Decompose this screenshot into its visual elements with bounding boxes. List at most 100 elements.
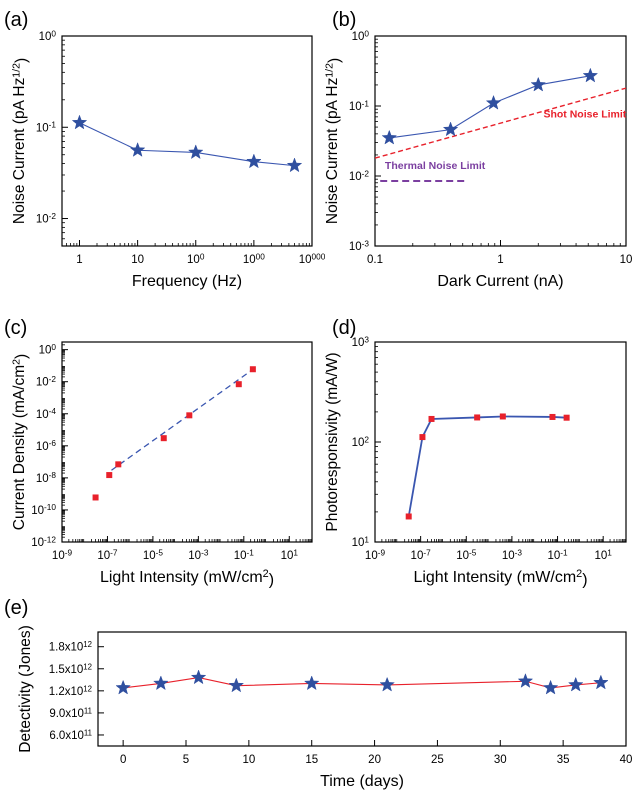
data-point-star bbox=[303, 675, 320, 691]
data-point-star bbox=[228, 677, 245, 693]
chart-panel-2: (b) 0.1 1 10 10-3 10-2 10-1 100 Dark Current (nA… bbox=[323, 9, 632, 290]
plot-frame bbox=[61, 341, 313, 543]
panel-label: (a) bbox=[4, 9, 28, 31]
data-point-star bbox=[582, 67, 599, 83]
plot-frame bbox=[97, 631, 627, 747]
y-tick-label: 1.2x1012 bbox=[49, 684, 92, 698]
y-tick-label: 10-3 bbox=[349, 239, 370, 253]
y-axis-label: Detectivity (Jones) bbox=[17, 625, 34, 752]
y-tick-label: 100 bbox=[39, 29, 57, 43]
x-tick-label: 25 bbox=[431, 754, 444, 766]
data-point-star bbox=[542, 679, 559, 695]
y-tick-label: 103 bbox=[352, 335, 370, 349]
x-tick-label: 35 bbox=[557, 754, 570, 766]
data-point-star bbox=[190, 669, 207, 685]
y-tick-label: 1.8x1012 bbox=[49, 640, 92, 654]
data-point-square bbox=[249, 366, 256, 373]
data-point-star bbox=[517, 673, 534, 688]
data-point-star bbox=[530, 76, 547, 92]
y-tick-label: 10-6 bbox=[36, 439, 57, 453]
x-tick-label: 10-7 bbox=[411, 548, 432, 562]
x-tick-label: 10-1 bbox=[547, 548, 568, 562]
shot-noise-line bbox=[375, 87, 626, 159]
y-tick-label: 10-10 bbox=[31, 503, 56, 517]
series-line bbox=[407, 415, 567, 517]
chart-panel-5: (e) 0 5 10 15 20 25 30 35 40 6.0x1011 9.0x1011 1.2x1… bbox=[4, 597, 632, 790]
y-tick-label: 101 bbox=[352, 535, 370, 549]
x-tick-label: 0 bbox=[120, 754, 126, 766]
data-point-square bbox=[92, 494, 99, 501]
x-axis-label: Frequency (Hz) bbox=[132, 273, 242, 290]
x-tick-label: 10-5 bbox=[456, 548, 477, 562]
data-point-square bbox=[115, 461, 122, 468]
data-point-square bbox=[499, 413, 506, 420]
x-axis-label: Light Intensity (mW/cm2) bbox=[100, 568, 274, 588]
x-tick-label: 20 bbox=[368, 754, 381, 766]
x-tick-label: 10-3 bbox=[188, 548, 209, 562]
data-point-star bbox=[129, 142, 146, 157]
data-point-square bbox=[549, 413, 556, 420]
plot-frame bbox=[374, 35, 627, 247]
data-point-square bbox=[563, 414, 570, 421]
panel-label: (c) bbox=[4, 317, 27, 339]
y-tick-label: 10-1 bbox=[36, 121, 57, 135]
series-line bbox=[123, 677, 601, 689]
y-tick-label: 1.5x1012 bbox=[49, 662, 92, 676]
data-point-star bbox=[593, 674, 609, 690]
data-point-square bbox=[160, 435, 167, 442]
x-axis-label: Time (days) bbox=[320, 773, 404, 790]
x-tick-label: 40 bbox=[620, 754, 633, 766]
x-tick-label: 100 bbox=[187, 252, 205, 266]
x-tick-label: 5 bbox=[183, 754, 189, 766]
chart-panel-4: (d) 10-9 10-7 10-5 10-3 10-1 101 101 102 103 Light… bbox=[324, 317, 627, 588]
data-point-star bbox=[71, 114, 88, 130]
data-point-star bbox=[286, 157, 303, 173]
data-point-square bbox=[474, 414, 481, 421]
x-tick-label: 0.1 bbox=[367, 254, 383, 266]
data-point-square bbox=[186, 412, 193, 419]
y-tick-label: 100 bbox=[39, 343, 57, 357]
y-tick-label: 10-2 bbox=[349, 169, 370, 183]
panel-label: (e) bbox=[4, 597, 28, 619]
series-line bbox=[79, 122, 295, 167]
y-tick-label: 9.0x1011 bbox=[49, 706, 92, 720]
x-tick-label: 1 bbox=[76, 254, 82, 266]
data-point-square bbox=[106, 472, 113, 479]
x-tick-label: 101 bbox=[281, 548, 299, 562]
panel-label: (d) bbox=[332, 317, 356, 339]
y-tick-label: 6.0x1011 bbox=[49, 728, 92, 742]
data-point-star bbox=[485, 94, 502, 110]
fit-line bbox=[111, 367, 256, 471]
data-point-star bbox=[379, 676, 395, 692]
y-tick-label: 102 bbox=[352, 435, 370, 449]
x-tick-label: 101 bbox=[594, 548, 612, 562]
y-axis-label: Noise Current (pA Hz1/2) bbox=[323, 58, 343, 224]
x-tick-label: 15 bbox=[305, 754, 318, 766]
data-point-square bbox=[235, 381, 242, 388]
x-tick-label: 30 bbox=[494, 754, 507, 766]
plot-frame bbox=[374, 341, 627, 543]
x-tick-label: 10000 bbox=[299, 252, 326, 266]
shot-noise-label: Shot Noise Limit bbox=[543, 109, 626, 121]
thermal-noise-label: Thermal Noise Limit bbox=[385, 160, 486, 172]
x-tick-label: 10 bbox=[620, 254, 633, 266]
x-tick-label: 10-9 bbox=[52, 548, 73, 562]
x-axis-label: Dark Current (nA) bbox=[437, 273, 563, 290]
chart-panel-3: (c) 10-9 10-7 10-5 10-3 10-1 101 10-12 10-10 10-8… bbox=[4, 317, 313, 588]
data-point-square bbox=[405, 513, 412, 520]
y-axis-label: Current Density (mA/cm2) bbox=[10, 354, 30, 530]
data-point-star bbox=[567, 676, 584, 692]
data-point-star bbox=[442, 121, 459, 137]
y-tick-label: 10-2 bbox=[36, 212, 57, 226]
x-tick-label: 10-9 bbox=[365, 548, 386, 562]
x-tick-label: 10-3 bbox=[502, 548, 523, 562]
y-axis-label: Photoresponsivity (mA/W) bbox=[324, 352, 341, 531]
x-tick-label: 10-7 bbox=[97, 548, 118, 562]
data-point-star bbox=[246, 153, 262, 169]
y-tick-label: 100 bbox=[352, 29, 370, 43]
x-tick-label: 10-1 bbox=[234, 548, 255, 562]
y-tick-label: 10-1 bbox=[349, 99, 370, 113]
x-tick-label: 10 bbox=[242, 754, 255, 766]
x-tick-label: 10-5 bbox=[143, 548, 164, 562]
